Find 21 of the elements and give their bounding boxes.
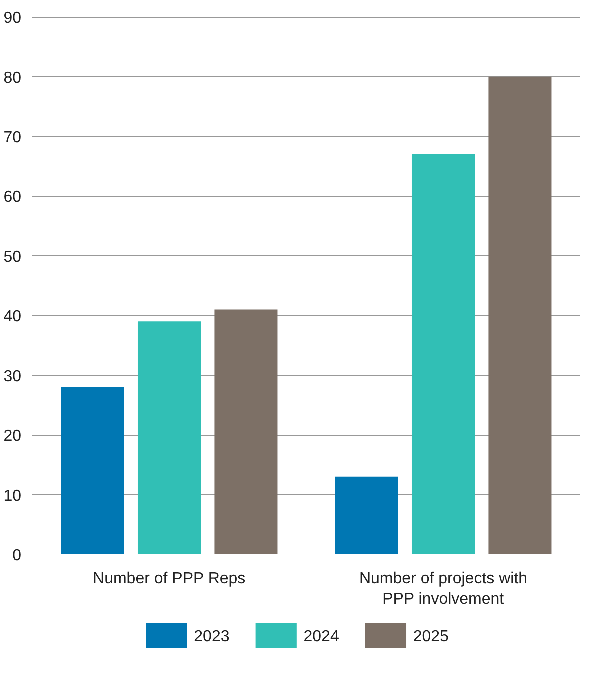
y-tick-label: 10 [4,488,22,505]
y-tick-label: 40 [4,308,22,326]
x-tick-label: Number of projects with PPP involvement [359,570,528,608]
y-tick-label: 30 [4,368,22,386]
legend-label: 2024 [304,628,340,646]
y-tick-label: 60 [4,189,22,206]
y-tick-label: 70 [4,130,22,147]
bar [412,154,476,554]
bar [335,476,398,554]
bar [488,76,552,554]
bar [61,387,124,554]
bar [214,310,278,554]
legend-label: 2023 [194,628,230,646]
y-tick-label: 0 [12,548,22,564]
y-tick-label: 50 [4,248,22,266]
y-tick-label: 80 [4,70,22,87]
x-tick-label: Number of PPP Reps [93,570,246,588]
legend-label: 2025 [413,628,450,646]
y-tick-label: 20 [4,428,22,446]
bar [138,322,202,554]
y-tick-label: 90 [4,10,22,28]
